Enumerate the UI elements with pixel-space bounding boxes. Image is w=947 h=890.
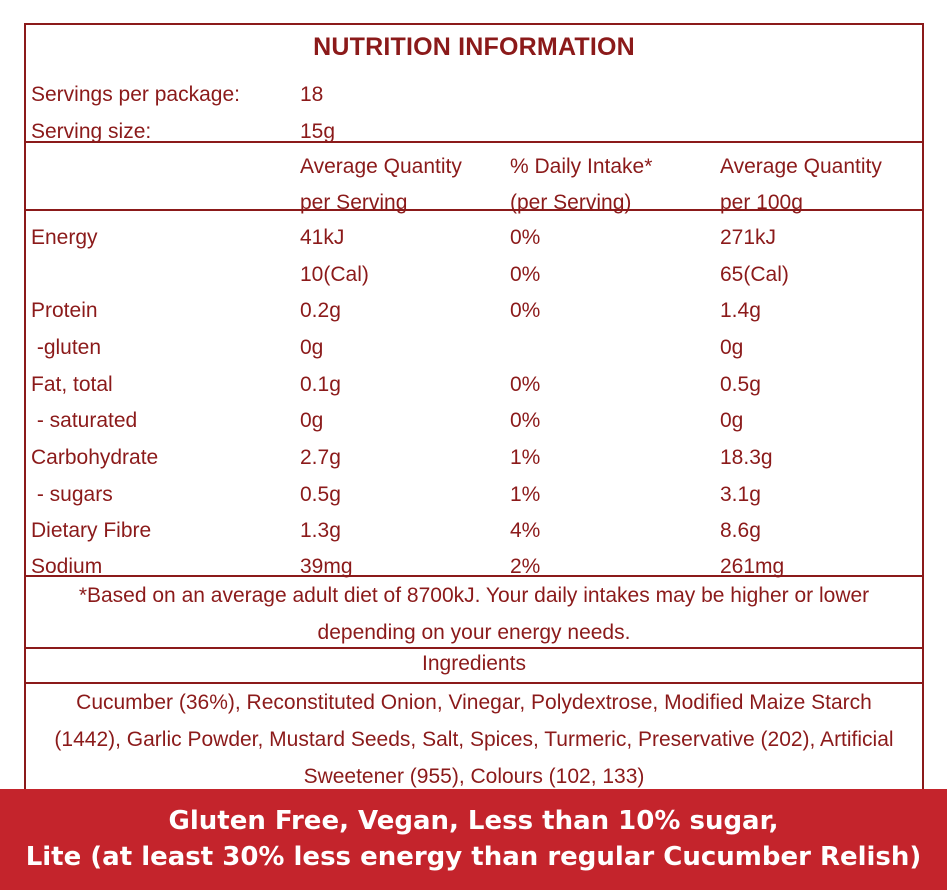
nutrient-row: Protein 0.2g 0% 1.4g bbox=[26, 293, 922, 329]
divider bbox=[26, 647, 922, 649]
header-daily-intake-sub: (per Serving) bbox=[510, 191, 632, 214]
nutrient-name: Fat, total bbox=[31, 373, 113, 396]
nutrient-row: Fat, total 0.1g 0% 0.5g bbox=[26, 367, 922, 403]
ingredients-heading: Ingredients bbox=[422, 652, 526, 675]
nutrient-name: - sugars bbox=[31, 483, 113, 506]
claims-line-1: Gluten Free, Vegan, Less than 10% sugar, bbox=[168, 806, 779, 836]
serving-size-row: Serving size: 15g bbox=[26, 114, 922, 150]
nutrient-daily-intake: 0% bbox=[510, 226, 541, 249]
nutrient-row: 10(Cal) 0% 65(Cal) bbox=[26, 257, 922, 293]
nutrient-per-serving: 0.1g bbox=[300, 373, 341, 396]
serving-size-label: Serving size: bbox=[31, 120, 152, 143]
servings-row: Servings per package: 18 bbox=[26, 77, 922, 113]
nutrition-panel: NUTRITION INFORMATION Servings per packa… bbox=[24, 23, 924, 823]
header-per-100g: Average Quantity bbox=[720, 155, 882, 178]
nutrient-row: - saturated 0g 0% 0g bbox=[26, 403, 922, 439]
nutrient-per-100g: 261mg bbox=[720, 555, 785, 578]
header-per-serving-sub: per Serving bbox=[300, 191, 408, 214]
nutrient-row: - sugars 0.5g 1% 3.1g bbox=[26, 477, 922, 513]
nutrient-name: Dietary Fibre bbox=[31, 519, 152, 542]
divider bbox=[26, 682, 922, 684]
nutrient-per-100g: 3.1g bbox=[720, 483, 761, 506]
nutrient-row: Dietary Fibre 1.3g 4% 8.6g bbox=[26, 513, 922, 549]
nutrient-per-serving: 41kJ bbox=[300, 226, 345, 249]
ingredients-list: Cucumber (36%), Reconstituted Onion, Vin… bbox=[54, 691, 894, 788]
panel-title: NUTRITION INFORMATION bbox=[313, 33, 635, 61]
header-per-100g-sub: per 100g bbox=[720, 191, 803, 214]
nutrient-name: -gluten bbox=[31, 336, 102, 359]
nutrient-row: -gluten 0g 0g bbox=[26, 330, 922, 366]
nutrient-daily-intake: 0% bbox=[510, 373, 541, 396]
nutrient-name: Sodium bbox=[31, 555, 103, 578]
nutrient-per-serving: 10(Cal) bbox=[300, 263, 369, 286]
header-per-serving: Average Quantity bbox=[300, 155, 462, 178]
nutrient-per-100g: 65(Cal) bbox=[720, 263, 789, 286]
nutrient-daily-intake: 0% bbox=[510, 409, 541, 432]
nutrient-per-100g: 18.3g bbox=[720, 446, 773, 469]
nutrient-daily-intake: 1% bbox=[510, 446, 541, 469]
servings-label: Servings per package: bbox=[31, 83, 240, 106]
nutrient-per-100g: 0g bbox=[720, 409, 744, 432]
nutrient-per-serving: 0.5g bbox=[300, 483, 341, 506]
nutrient-per-serving: 2.7g bbox=[300, 446, 341, 469]
nutrient-per-100g: 1.4g bbox=[720, 299, 761, 322]
nutrient-daily-intake: 0% bbox=[510, 299, 541, 322]
nutrient-per-serving: 0.2g bbox=[300, 299, 341, 322]
nutrient-name: Carbohydrate bbox=[31, 446, 159, 469]
nutrient-daily-intake: 0% bbox=[510, 263, 541, 286]
nutrient-name: Energy bbox=[31, 226, 98, 249]
claims-line-2: Lite (at least 30% less energy than regu… bbox=[25, 842, 922, 872]
servings-value: 18 bbox=[300, 83, 324, 106]
divider bbox=[26, 141, 922, 143]
nutrient-per-serving: 0g bbox=[300, 409, 324, 432]
nutrient-per-100g: 8.6g bbox=[720, 519, 761, 542]
nutrient-daily-intake: 4% bbox=[510, 519, 541, 542]
claims-banner: Gluten Free, Vegan, Less than 10% sugar,… bbox=[0, 789, 947, 890]
serving-size-value: 15g bbox=[300, 120, 336, 143]
nutrient-row: Carbohydrate 2.7g 1% 18.3g bbox=[26, 440, 922, 476]
nutrient-per-100g: 0g bbox=[720, 336, 744, 359]
nutrient-daily-intake: 1% bbox=[510, 483, 541, 506]
nutrient-per-100g: 0.5g bbox=[720, 373, 761, 396]
nutrient-name: - saturated bbox=[31, 409, 138, 432]
nutrient-row: Energy 41kJ 0% 271kJ bbox=[26, 220, 922, 256]
nutrient-name: Protein bbox=[31, 299, 98, 322]
header-row-1: Average Quantity % Daily Intake* Average… bbox=[26, 149, 922, 185]
nutrient-per-100g: 271kJ bbox=[720, 226, 777, 249]
header-row-2: per Serving (per Serving) per 100g bbox=[26, 185, 922, 221]
nutrient-per-serving: 39mg bbox=[300, 555, 353, 578]
nutrient-per-serving: 0g bbox=[300, 336, 324, 359]
nutrient-daily-intake: 2% bbox=[510, 555, 541, 578]
header-daily-intake: % Daily Intake* bbox=[510, 155, 653, 178]
daily-intake-footnote: *Based on an average adult diet of 8700k… bbox=[78, 584, 870, 644]
divider bbox=[26, 209, 922, 211]
nutrient-per-serving: 1.3g bbox=[300, 519, 341, 542]
nutrient-row: Sodium 39mg 2% 261mg bbox=[26, 549, 922, 585]
divider bbox=[26, 575, 922, 577]
